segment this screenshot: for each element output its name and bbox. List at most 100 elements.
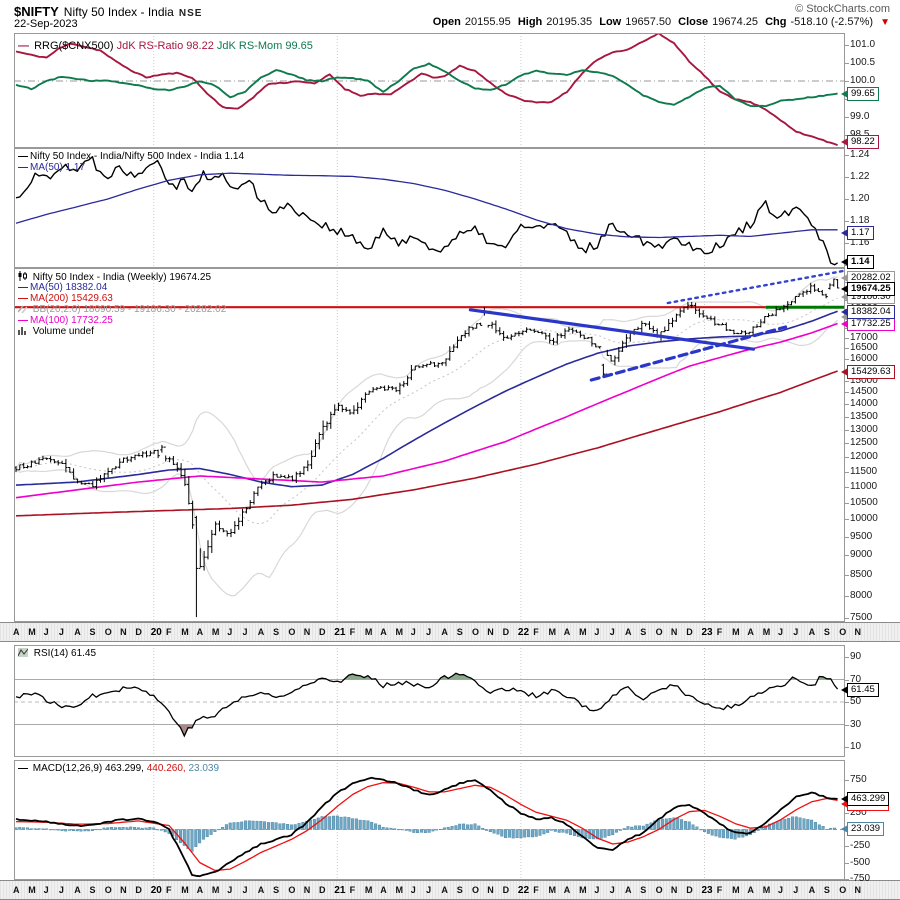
line-swatch-icon: — <box>18 315 28 326</box>
panel-border <box>14 268 845 622</box>
macd-hist-value: 23.039 <box>185 763 220 774</box>
x-axis-label: A <box>441 627 448 637</box>
x-axis-label: F <box>166 885 172 895</box>
x-axis-label: M <box>364 885 373 895</box>
x-axis-label: 21 <box>334 627 346 638</box>
x-axis-label: A <box>747 885 754 895</box>
x-axis-label: O <box>288 627 296 637</box>
MA(100)-line <box>15 322 838 499</box>
x-axis-label: M <box>28 627 36 637</box>
macd-panel <box>14 760 845 880</box>
x-axis-label: M <box>548 627 557 637</box>
rs-ratio-value: JdK RS-Ratio 98.22 <box>116 40 214 52</box>
x-axis-label: A <box>196 885 204 895</box>
x-axis-label: J <box>793 885 799 895</box>
x-axis-label: N <box>487 627 494 637</box>
line-swatch-icon: — <box>18 293 28 304</box>
x-axis-label: D <box>319 627 326 637</box>
x-axis-label: J <box>242 627 248 637</box>
x-axis-label: A <box>747 627 754 637</box>
rrg-legend: — RRG($CNX500) JdK RS-Ratio 98.22 JdK RS… <box>18 36 313 54</box>
x-axis-label: N <box>854 885 862 895</box>
price-title: Nifty 50 Index - India (Weekly) 19674.25 <box>32 272 212 283</box>
x-axis-label: 22 <box>517 885 530 896</box>
x-axis-label: 20 <box>150 627 162 638</box>
x-axis-label: A <box>13 885 20 895</box>
price-volume: Volume undef <box>32 326 94 337</box>
line-swatch-icon: — <box>18 151 28 162</box>
price-ma100: MA(100) 17732.25 <box>30 315 113 326</box>
x-axis-label: M <box>395 627 404 637</box>
x-axis-label: N <box>303 627 311 637</box>
panel-border <box>14 645 845 757</box>
x-axis-label: M <box>732 627 740 637</box>
close-value: 19674.25 <box>712 16 759 28</box>
x-axis-label: S <box>89 885 96 895</box>
down-triangle-icon: ▼ <box>880 17 890 28</box>
x-axis-label: N <box>487 885 494 895</box>
volume-icon <box>18 327 26 335</box>
x-axis-label: 23 <box>701 885 713 896</box>
rsi-overbought-fill <box>16 673 838 680</box>
x-axis-label: N <box>120 627 127 637</box>
x-axis-label: M <box>732 885 740 895</box>
x-axis-label: N <box>670 885 678 895</box>
x-axis-label: M <box>28 885 36 895</box>
bb-upper-line <box>15 276 838 481</box>
ratio-title: Nifty 50 Index - India/Nifty 500 Index -… <box>30 151 245 162</box>
x-axis-label: J <box>58 885 64 895</box>
ratio-panel <box>14 148 845 268</box>
x-axis-label: M <box>181 627 189 637</box>
x-axis-label: A <box>74 885 81 895</box>
x-axis-label: A <box>563 627 571 637</box>
price-ma200: MA(200) 15429.63 <box>30 293 113 304</box>
x-axis-label: J <box>43 627 49 637</box>
x-axis-label: M <box>762 885 771 895</box>
quote-bar: Open 20155.95 High 20195.35 Low 19657.50 Cl… <box>429 16 890 28</box>
x-axis-label: J <box>410 627 416 637</box>
x-axis-label: S <box>456 885 463 895</box>
panel-border <box>14 760 845 880</box>
x-axis-label: A <box>380 627 387 637</box>
x-axis-label: 22 <box>517 627 530 638</box>
x-axis-label: O <box>655 627 663 637</box>
x-axis-label: F <box>533 885 539 895</box>
high-value: 20195.35 <box>546 16 593 28</box>
x-axis-label: O <box>104 627 112 637</box>
low-label: Low <box>599 16 622 28</box>
price-ma50: MA(50) 18382.04 <box>30 282 108 293</box>
x-axis-label: J <box>58 627 64 637</box>
x-axis-label: A <box>625 627 632 637</box>
rrg-name: RRG($CNX500) <box>34 40 114 52</box>
x-axis-label: S <box>273 627 280 637</box>
MA(50)-line <box>15 172 838 239</box>
x-axis-label: A <box>74 627 81 637</box>
x-axis-label: 20 <box>150 885 162 896</box>
x-axis-label: A <box>257 885 265 895</box>
open-value: 20155.95 <box>464 16 511 28</box>
macd-signal-value: 440.260, <box>143 763 186 774</box>
x-axis-label: N <box>120 885 127 895</box>
x-axis-label: S <box>823 627 830 637</box>
x-axis-label: N <box>670 627 678 637</box>
x-axis-label: F <box>349 627 356 637</box>
chart-header: $NIFTY Nifty 50 Index - India NSE <box>14 3 202 21</box>
macd-title: MACD(12,26,9) 463.299, <box>32 763 144 774</box>
x-axis-label: D <box>502 627 510 637</box>
rs-mom-value: JdK RS-Mom 99.65 <box>216 40 313 52</box>
candlestick-icon <box>18 271 27 281</box>
x-axis-label: F <box>349 885 356 895</box>
x-axis-label: D <box>686 627 693 637</box>
exchange: NSE <box>178 8 203 19</box>
x-axis-label: F <box>716 885 723 895</box>
line-swatch-icon: — <box>18 282 28 293</box>
low-value: 19657.50 <box>625 16 672 28</box>
x-axis-label: S <box>640 627 647 637</box>
rsi-icon <box>18 648 28 657</box>
x-axis-label: 23 <box>701 627 713 638</box>
open-label: Open <box>432 16 461 28</box>
chart-date: 22-Sep-2023 <box>14 18 78 30</box>
chg-value: -518.10 (-2.57%) <box>790 16 874 28</box>
macd-legend: — MACD(12,26,9) 463.299, 440.260, 23.039 <box>18 763 219 774</box>
